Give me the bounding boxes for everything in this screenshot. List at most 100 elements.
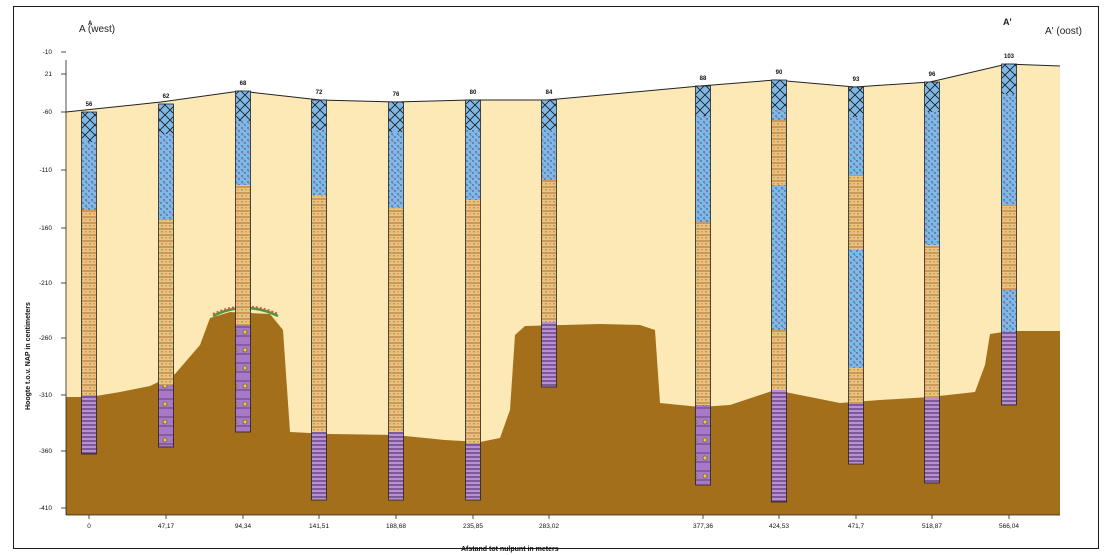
borehole-label: 62: [163, 94, 170, 100]
x-tick-label: 518,87: [922, 523, 942, 530]
borehole-mixed: [158, 220, 174, 385]
borehole-mixed: [541, 180, 557, 225]
x-tick-label: 94,34: [235, 523, 252, 530]
borehole-peat: [848, 404, 864, 464]
x-tick-label: 235,85: [463, 523, 483, 530]
borehole-clay: [158, 134, 174, 220]
y-tick-label: -260: [39, 335, 52, 342]
borehole-clay: [541, 130, 557, 180]
borehole-clay: [81, 142, 97, 210]
borehole-topsoil: [771, 80, 787, 110]
borehole-mixed: [924, 245, 940, 398]
y-tick-label: -410: [39, 505, 52, 512]
borehole-76: 76: [388, 92, 404, 501]
borehole-mixed: [81, 210, 97, 395]
borehole-outline: [81, 111, 97, 455]
borehole-topsoil: [695, 86, 711, 116]
borehole-clay: [388, 132, 404, 208]
section-start-label: A (west): [79, 24, 115, 35]
borehole-peat: [158, 385, 174, 447]
borehole-peat: [771, 390, 787, 502]
borehole-peat: [81, 395, 97, 454]
x-tick-label: 377,36: [693, 523, 713, 530]
borehole-topsoil: [1001, 64, 1017, 94]
borehole-93: 93: [848, 77, 864, 465]
borehole-mixed: [541, 225, 557, 322]
borehole-96: 96: [924, 72, 940, 484]
figure-frame: [13, 6, 1099, 549]
y-tick-label: -10: [43, 49, 53, 56]
y-tick-label: -110: [39, 167, 52, 174]
borehole-outline: [541, 99, 557, 388]
borehole-peat: [388, 432, 404, 500]
x-axis-title: Afstand tot nulpunt in meters: [461, 546, 559, 553]
borehole-label: 103: [1004, 54, 1015, 60]
y-tick-label: -60: [43, 109, 53, 116]
borehole-outline: [924, 81, 940, 484]
borehole-outline: [235, 90, 251, 433]
borehole-68: 68: [235, 81, 251, 433]
borehole-peat: [235, 325, 251, 432]
y-tick-label: -160: [39, 225, 52, 232]
y-axis-title: Hoogte t.o.v. NAP in centimeters: [25, 302, 32, 410]
borehole-topsoil: [158, 104, 174, 134]
borehole-outline: [388, 101, 404, 501]
borehole-clay: [924, 112, 940, 245]
borehole-103: 103: [1001, 54, 1017, 406]
x-tick-label: 141,51: [309, 523, 329, 530]
borehole-mixed: [848, 368, 864, 404]
borehole-84: 84: [541, 90, 557, 388]
borehole-topsoil: [311, 100, 327, 130]
borehole-outline: [848, 86, 864, 465]
borehole-mixed: [311, 195, 327, 432]
borehole-80: 80: [465, 90, 481, 501]
borehole-peat: [465, 443, 481, 500]
borehole-topsoil: [235, 91, 251, 121]
borehole-clay: [848, 250, 864, 368]
borehole-mixed: [235, 185, 251, 325]
borehole-label: 96: [929, 72, 936, 78]
borehole-clay: [1001, 290, 1017, 332]
borehole-clay: [235, 121, 251, 185]
borehole-label: 56: [86, 102, 93, 108]
borehole-clay: [771, 185, 787, 330]
borehole-label: 93: [853, 77, 860, 83]
section-end-label: A' (oost): [1045, 26, 1082, 37]
borehole-clay: [695, 116, 711, 222]
x-tick-label: 424,53: [769, 523, 789, 530]
borehole-clay: [1001, 94, 1017, 205]
x-tick-label: 188,68: [386, 523, 406, 530]
x-tick-label: 283,02: [539, 523, 559, 530]
borehole-peat: [311, 432, 327, 500]
x-tick-label: 471,7: [848, 523, 865, 530]
borehole-72: 72: [311, 90, 327, 501]
borehole-mixed: [388, 208, 404, 432]
y-tick-label: 21: [45, 71, 53, 78]
borehole-outline: [158, 103, 174, 448]
y-tick-label: -360: [39, 448, 52, 455]
borehole-peat: [924, 398, 940, 483]
borehole-topsoil: [924, 82, 940, 112]
borehole-label: 84: [546, 90, 553, 96]
y-tick-label: -310: [39, 392, 52, 399]
borehole-clay: [465, 130, 481, 200]
borehole-topsoil: [388, 102, 404, 132]
borehole-label: 68: [240, 81, 247, 87]
borehole-clay: [848, 117, 864, 175]
borehole-90: 90: [771, 70, 787, 503]
borehole-label: 88: [700, 76, 707, 82]
borehole-88: 88: [695, 76, 711, 486]
borehole-peat: [541, 322, 557, 387]
borehole-62: 62: [158, 94, 174, 448]
borehole-outline: [1001, 63, 1017, 406]
borehole-outline: [311, 99, 327, 501]
borehole-mixed: [848, 175, 864, 250]
borehole-label: 72: [316, 90, 323, 96]
borehole-topsoil: [541, 100, 557, 130]
borehole-outline: [771, 79, 787, 503]
borehole-label: 76: [393, 92, 400, 98]
borehole-mixed: [695, 222, 711, 405]
borehole-peat: [1001, 332, 1017, 405]
borehole-topsoil: [465, 100, 481, 130]
